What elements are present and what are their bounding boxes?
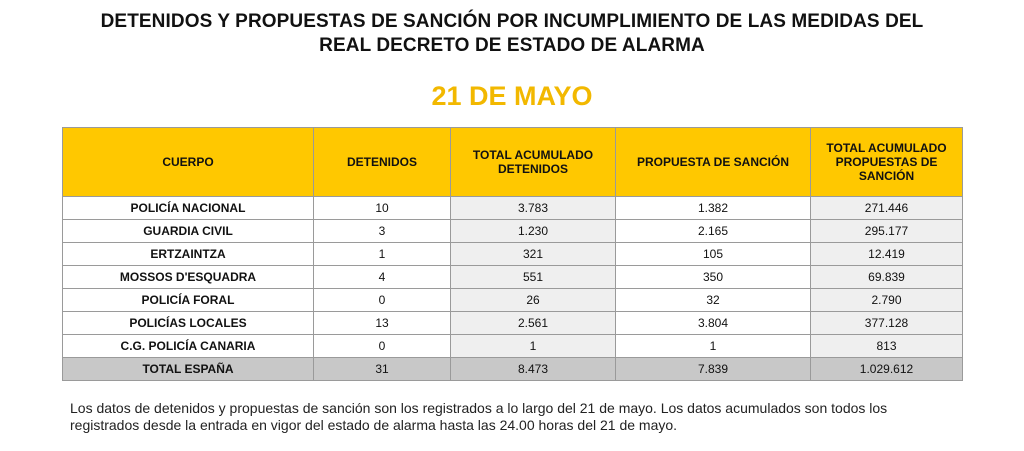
row-cuerpo: MOSSOS D'ESQUADRA [62,265,314,289]
row-total-propuestas: 12.419 [810,242,963,266]
row-detenidos: 1 [313,242,451,266]
row-propuesta-sancion: 350 [615,265,811,289]
row-total-detenidos: 26 [450,288,616,312]
row-detenidos: 10 [313,196,451,220]
row-total-propuestas: 377.128 [810,311,963,335]
row-detenidos: 0 [313,288,451,312]
page-title: DETENIDOS Y PROPUESTAS DE SANCIÓN POR IN… [0,10,1024,58]
row-propuesta-sancion: 105 [615,242,811,266]
row-cuerpo: ERTZAINTZA [62,242,314,266]
row-detenidos: 0 [313,334,451,358]
table-row: MOSSOS D'ESQUADRA 4 551 350 69.839 [62,265,963,289]
footnote: Los datos de detenidos y propuestas de s… [70,400,888,433]
row-cuerpo: POLICÍAS LOCALES [62,311,314,335]
table-row: GUARDIA CIVIL 3 1.230 2.165 295.177 [62,219,963,243]
table-row: POLICÍA NACIONAL 10 3.783 1.382 271.446 [62,196,963,220]
title-line-1: DETENIDOS Y PROPUESTAS DE SANCIÓN POR IN… [100,11,924,32]
total-acumulado-detenidos: 8.473 [450,357,616,381]
row-cuerpo: GUARDIA CIVIL [62,219,314,243]
table-row: ERTZAINTZA 1 321 105 12.419 [62,242,963,266]
report-date: 21 DE MAYO [431,81,593,111]
row-propuesta-sancion: 3.804 [615,311,811,335]
table-header-row: CUERPO DETENIDOS TOTAL ACUMULADO DETENID… [62,127,963,197]
row-detenidos: 13 [313,311,451,335]
row-total-detenidos: 3.783 [450,196,616,220]
column-header-propuesta-sancion: PROPUESTA DE SANCIÓN [615,127,811,197]
row-total-detenidos: 1 [450,334,616,358]
row-total-detenidos: 551 [450,265,616,289]
column-header-cuerpo: CUERPO [62,127,314,197]
table-row: C.G. POLICÍA CANARIA 0 1 1 813 [62,334,963,358]
row-total-propuestas: 271.446 [810,196,963,220]
row-total-detenidos: 2.561 [450,311,616,335]
row-detenidos: 4 [313,265,451,289]
row-total-detenidos: 1.230 [450,219,616,243]
row-propuesta-sancion: 2.165 [615,219,811,243]
sanctions-table: CUERPO DETENIDOS TOTAL ACUMULADO DETENID… [62,127,963,381]
column-header-total-detenidos: TOTAL ACUMULADO DETENIDOS [450,127,616,197]
row-propuesta-sancion: 32 [615,288,811,312]
total-row: TOTAL ESPAÑA 31 8.473 7.839 1.029.612 [62,357,963,381]
row-total-detenidos: 321 [450,242,616,266]
row-propuesta-sancion: 1.382 [615,196,811,220]
table-row: POLICÍA FORAL 0 26 32 2.790 [62,288,963,312]
row-propuesta-sancion: 1 [615,334,811,358]
row-cuerpo: C.G. POLICÍA CANARIA [62,334,314,358]
total-detenidos: 31 [313,357,451,381]
row-total-propuestas: 295.177 [810,219,963,243]
column-header-total-propuestas: TOTAL ACUMULADO PROPUESTAS DE SANCIÓN [810,127,963,197]
row-total-propuestas: 2.790 [810,288,963,312]
row-total-propuestas: 69.839 [810,265,963,289]
total-propuesta-sancion: 7.839 [615,357,811,381]
column-header-detenidos: DETENIDOS [313,127,451,197]
row-total-propuestas: 813 [810,334,963,358]
row-cuerpo: POLICÍA NACIONAL [62,196,314,220]
title-line-2: REAL DECRETO DE ESTADO DE ALARMA [319,35,705,56]
table-row: POLICÍAS LOCALES 13 2.561 3.804 377.128 [62,311,963,335]
row-cuerpo: POLICÍA FORAL [62,288,314,312]
total-cuerpo: TOTAL ESPAÑA [62,357,314,381]
total-acumulado-propuestas: 1.029.612 [810,357,963,381]
row-detenidos: 3 [313,219,451,243]
